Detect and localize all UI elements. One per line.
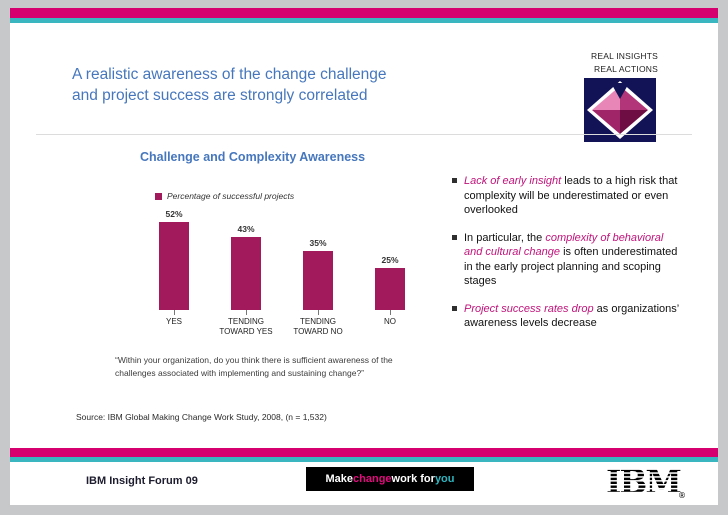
brand-tagline: REAL INSIGHTS REAL ACTIONS bbox=[591, 50, 658, 76]
bullet-highlight: Lack of early insight bbox=[464, 175, 562, 187]
bullet-highlight: Project success rates drop bbox=[464, 302, 594, 315]
bar-value-label: 25% bbox=[381, 254, 399, 265]
chart-title: Challenge and Complexity Awareness bbox=[140, 150, 366, 164]
legend-label: Percentage of successful projects bbox=[167, 191, 295, 201]
bullet-rest: as organizations’ awareness levels decre… bbox=[464, 302, 679, 330]
category-cell: NO bbox=[354, 310, 426, 338]
axis-tick bbox=[317, 310, 319, 315]
brand-line-1: REAL INSIGHTS bbox=[591, 51, 658, 61]
brand-line-2: REAL ACTIONS bbox=[594, 63, 658, 74]
category-cell: YES bbox=[138, 310, 210, 338]
bullet-prefix: In particular, the bbox=[464, 231, 546, 244]
bars-row: 52% 43% 35% 25% bbox=[138, 206, 426, 310]
bullet-rest: leads to a high risk that complexity wil… bbox=[464, 175, 678, 217]
title-divider bbox=[36, 134, 692, 135]
chart-legend: Percentage of successful projects bbox=[155, 191, 294, 201]
bullet-list: Lack of early insight leads to a high ri… bbox=[452, 174, 680, 344]
bullet-marker bbox=[452, 178, 457, 183]
bar-value-label: 52% bbox=[165, 209, 183, 220]
bullet-text: Project success rates drop as organizati… bbox=[464, 302, 680, 331]
bottom-magenta-stripe bbox=[10, 448, 718, 457]
bullet-marker bbox=[452, 305, 457, 311]
footer-event-name: IBM Insight Forum 09 bbox=[86, 475, 198, 487]
source-note: Source: IBM Global Making Change Work St… bbox=[76, 412, 327, 422]
top-teal-stripe bbox=[10, 18, 718, 23]
slide: REAL INSIGHTS REAL ACTIONS A realistic a… bbox=[10, 8, 718, 505]
bar-chart: 52% 43% 35% 25% YES TENDING TOWARD YES TENDIN… bbox=[138, 206, 426, 338]
categories-row: YES TENDING TOWARD YES TENDING TOWARD NO NO bbox=[138, 310, 426, 338]
tagline-segment: Make bbox=[325, 473, 354, 485]
ibm-logo: IBM ® bbox=[606, 466, 686, 500]
footer-tagline: Make change work for you bbox=[306, 467, 474, 491]
bullet-text: Lack of early insight leads to a high ri… bbox=[464, 174, 680, 218]
slide-title: A realistic awareness of the change chal… bbox=[72, 66, 387, 105]
axis-tick bbox=[389, 310, 391, 315]
bar-cell: 25% bbox=[354, 255, 426, 310]
bar bbox=[303, 250, 333, 310]
tagline-segment: you bbox=[434, 473, 455, 485]
tagline-segment: work for bbox=[391, 473, 435, 485]
bullet-text: In particular, the complexity of behavio… bbox=[464, 231, 680, 289]
tagline-segment: change bbox=[353, 473, 392, 485]
category-label: TENDING TOWARD YES bbox=[219, 317, 273, 337]
bullet-item: Lack of early insight leads to a high ri… bbox=[452, 174, 680, 218]
real-insights-diamond-logo bbox=[584, 78, 656, 142]
bar-value-label: 43% bbox=[237, 224, 255, 235]
bottom-teal-stripe bbox=[10, 457, 718, 462]
bar-cell: 35% bbox=[282, 238, 354, 310]
bar-cell: 52% bbox=[138, 209, 210, 310]
bullet-rest: is often underestimated in the early pro… bbox=[464, 246, 678, 288]
bullet-marker bbox=[452, 234, 457, 240]
bar bbox=[159, 222, 189, 310]
category-cell: TENDING TOWARD NO bbox=[282, 310, 354, 338]
bar bbox=[231, 237, 261, 310]
category-label: NO bbox=[384, 317, 396, 326]
bullet-item: In particular, the complexity of behavio… bbox=[452, 231, 680, 289]
category-label: TENDING TOWARD NO bbox=[293, 317, 343, 337]
bar bbox=[375, 267, 405, 310]
axis-tick bbox=[173, 310, 175, 315]
legend-swatch bbox=[155, 192, 162, 200]
bullet-highlight: complexity of behavioral and cultural ch… bbox=[464, 231, 664, 259]
bar-value-label: 35% bbox=[309, 237, 327, 248]
category-label: YES bbox=[165, 317, 182, 326]
axis-tick bbox=[245, 310, 247, 315]
category-cell: TENDING TOWARD YES bbox=[210, 310, 282, 338]
registered-mark: ® bbox=[678, 491, 686, 500]
bar-cell: 43% bbox=[210, 224, 282, 310]
bullet-item: Project success rates drop as organizati… bbox=[452, 302, 680, 331]
top-magenta-stripe bbox=[10, 8, 718, 18]
survey-question: “Within your organization, do you think … bbox=[115, 355, 393, 378]
